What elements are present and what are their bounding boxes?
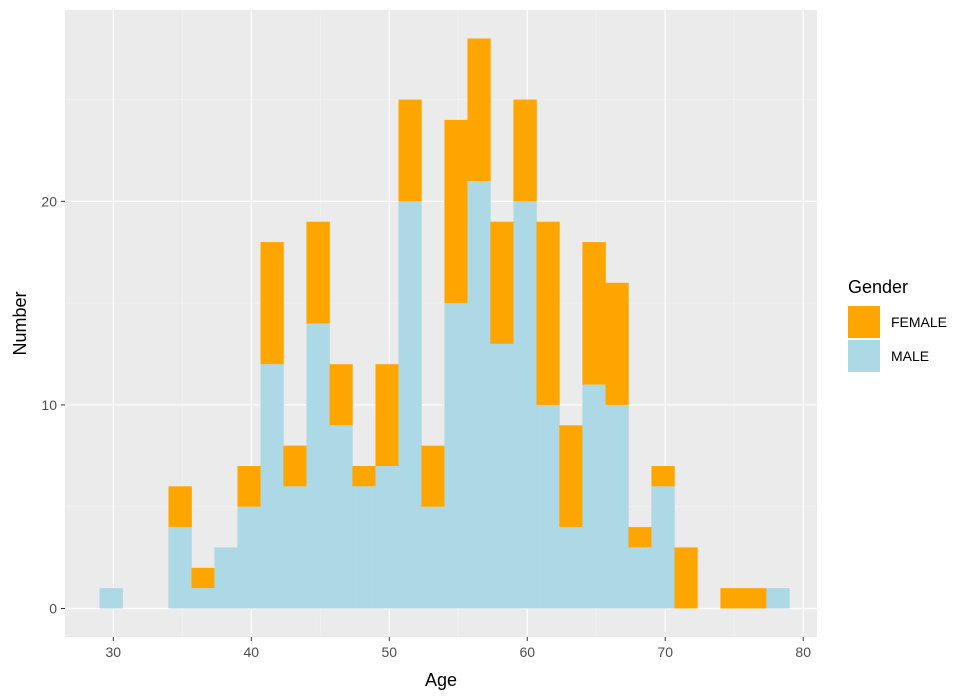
bar-female (720, 588, 744, 609)
bar-male (398, 201, 422, 609)
bar-female (513, 99, 537, 202)
bar-male (191, 588, 215, 609)
y-tick-label: 0 (49, 601, 57, 617)
bar-male (375, 466, 399, 609)
bar-female (398, 99, 422, 202)
bar-female (582, 242, 606, 385)
x-axis-ticks: 30 40 50 60 70 80 (106, 637, 811, 660)
bar-male (766, 588, 790, 609)
legend-label-male: MALE (891, 348, 929, 364)
y-tick-label: 20 (41, 193, 57, 209)
x-axis-title: Age (425, 670, 457, 690)
bar-male (605, 404, 629, 609)
bar-male (306, 323, 330, 609)
bar-female (490, 221, 514, 344)
bar-female (260, 242, 284, 365)
bar-female (743, 588, 767, 609)
x-tick-label: 50 (381, 644, 397, 660)
x-tick-label: 80 (795, 644, 811, 660)
bar-female (306, 221, 330, 324)
bar-female (375, 364, 399, 466)
bar-female (168, 486, 192, 528)
bar-female (651, 466, 675, 487)
bar-female (605, 282, 629, 405)
y-axis-title: Number (10, 291, 30, 355)
bar-male (260, 364, 284, 609)
bar-male (237, 506, 261, 609)
bar-male (444, 303, 468, 609)
bar-male (168, 527, 192, 609)
y-tick-label: 10 (41, 397, 57, 413)
bar-female (237, 466, 261, 507)
x-tick-label: 60 (519, 644, 535, 660)
legend-swatch-female (848, 306, 880, 338)
bar-male (283, 486, 307, 609)
bar-female (329, 364, 353, 426)
bar-male (329, 425, 353, 609)
y-axis-ticks: 0 10 20 (41, 193, 65, 617)
bar-male (651, 486, 675, 609)
x-tick-label: 30 (106, 644, 122, 660)
legend-swatch-male (848, 340, 880, 372)
legend: Gender FEMALE MALE (848, 277, 947, 372)
bar-female (536, 221, 560, 405)
bar-male (513, 201, 537, 609)
bar-male (214, 547, 238, 609)
bar-female (283, 445, 307, 487)
bar-male (559, 527, 583, 609)
bar-male (467, 181, 491, 609)
histogram-bars (99, 38, 790, 609)
bar-male (536, 404, 560, 609)
x-tick-label: 70 (657, 644, 673, 660)
legend-title: Gender (848, 277, 908, 297)
bar-female (628, 527, 652, 548)
bar-female (674, 547, 698, 609)
bar-female (559, 425, 583, 528)
bar-male (421, 506, 445, 609)
bar-male (490, 343, 514, 609)
bar-female (444, 119, 468, 304)
bar-male (582, 384, 606, 609)
bar-female (421, 445, 445, 507)
bar-female (191, 567, 215, 589)
bar-female (352, 466, 376, 487)
legend-label-female: FEMALE (891, 314, 947, 330)
x-tick-label: 40 (243, 644, 259, 660)
bar-male (352, 486, 376, 609)
bar-female (467, 38, 491, 181)
bar-male (628, 547, 652, 609)
bar-male (99, 588, 123, 609)
